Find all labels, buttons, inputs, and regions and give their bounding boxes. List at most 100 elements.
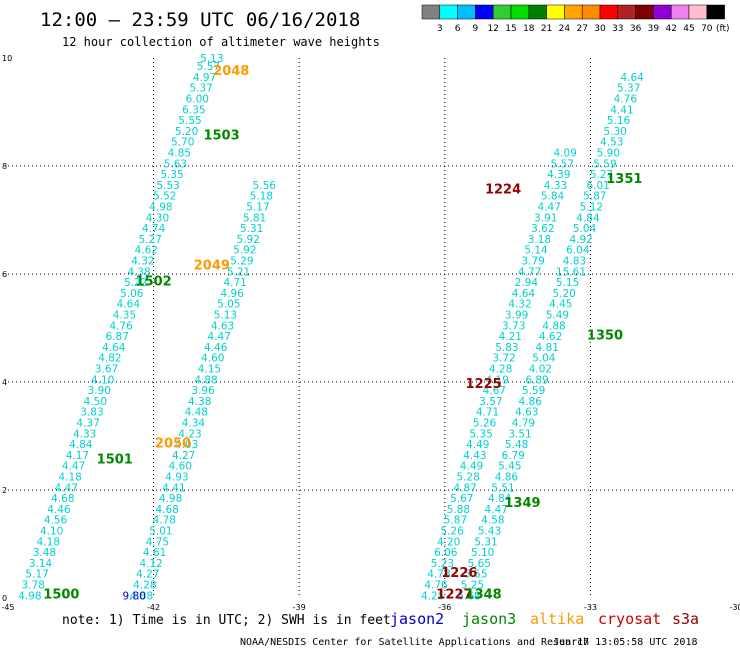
wave-height-value: 6.87 (106, 331, 129, 343)
wave-height-value: 4.71 (223, 277, 246, 289)
wave-height-value: 4.71 (476, 407, 499, 419)
track-label: 1225 (466, 377, 502, 392)
wave-height-value: 5.45 (498, 461, 521, 473)
colorbar-swatch (492, 4, 512, 20)
wave-height-value: 4.60 (201, 353, 224, 365)
wave-height-value: 4.78 (427, 569, 450, 581)
wave-height-value: 5.81 (243, 212, 266, 224)
colorbar-swatch (670, 4, 690, 20)
mission-legend-s3a: s3a (672, 610, 699, 628)
track-label: 1224 (485, 183, 521, 198)
wave-height-value: 3.67 (95, 364, 118, 376)
wave-height-value: 4.34 (182, 418, 206, 430)
wave-height-value: 5.52 (153, 191, 176, 203)
track-label: 1351 (606, 172, 642, 187)
wave-height-value: 5.65 (468, 558, 491, 570)
wave-height-value: 4.56 (44, 515, 68, 527)
colorbar-swatch (706, 4, 725, 20)
track-label: 1348 (466, 588, 502, 603)
wave-height-value: 5.13 (200, 53, 223, 65)
wave-height-value: 6.79 (502, 450, 525, 462)
colorbar-swatch (439, 4, 458, 20)
wave-height-value: 4.46 (47, 504, 71, 516)
wave-height-value: 4.18 (37, 536, 60, 548)
wave-height-value: 4.49 (460, 461, 483, 473)
colorbar-swatch (421, 4, 441, 20)
wave-height-value: 5.88 (447, 504, 470, 516)
wave-height-value: 4.38 (188, 396, 211, 408)
wave-height-value: 4.68 (51, 493, 74, 505)
track-label: 2048 (213, 64, 249, 79)
colorbar-swatch (653, 4, 672, 20)
mission-legend: jason2 jason3 altika cryosat s3a (390, 610, 699, 628)
wave-height-value: 5.35 (470, 428, 493, 440)
wave-height-value: 3.78 (22, 580, 45, 592)
x-tick-label: -33 (584, 603, 597, 612)
colorbar-swatch (599, 4, 619, 20)
wave-height-value: 5.31 (240, 223, 263, 235)
track-labels: 2048 1503 2049 1502 2050 1501 1500 1224 1351 1350… (43, 64, 642, 603)
wave-height-value: 4.10 (40, 526, 63, 538)
wave-height-value: 5.55 (464, 569, 487, 581)
wave-height-value: 4.03 (175, 439, 198, 451)
wave-height-value: 3.57 (479, 396, 502, 408)
mission-legend-jason2: jason2 (390, 610, 444, 628)
wave-height-value: 4.88 (130, 590, 153, 602)
wave-height-value: 5.70 (171, 137, 194, 149)
wave-height-value: 4.27 (172, 450, 195, 462)
wave-height-value: 4.93 (165, 472, 188, 484)
wave-height-value: 3.72 (492, 353, 515, 365)
wave-height-value: 3.51 (508, 428, 531, 440)
wave-height-value: 4.64 (512, 288, 536, 300)
wave-height-value: 4.43 (463, 450, 486, 462)
wave-height-value: 5.20 (552, 288, 575, 300)
wave-height-value: 5.13 (214, 310, 237, 322)
wave-height-value: 4.98 (159, 493, 182, 505)
wave-height-value: 4.10 (91, 374, 114, 386)
wave-height-value: 5.15 (556, 277, 579, 289)
colorbar-label: 42 (665, 24, 676, 34)
wave-height-value: 5.25 (461, 580, 484, 592)
wave-height-value: 3.62 (531, 223, 554, 235)
colorbar-label: 30 (594, 24, 606, 34)
mission-legend-jason3: jason3 (462, 610, 516, 628)
wave-height-value: 4.79 (512, 418, 535, 430)
colorbar-label: 3 (437, 24, 443, 34)
colorbar-label: 6 (455, 24, 461, 34)
footer-note: note: 1) Time is in UTC; 2) SWH is in fe… (62, 613, 391, 628)
color-scale-bar: 3 6 9 12 15 18 21 24 27 30 33 36 39 42 45 70 (ft) (421, 4, 730, 34)
wave-height-value: 5.67 (450, 493, 473, 505)
wave-height-value: 4.32 (508, 299, 531, 311)
wave-height-value: 5.35 (160, 169, 183, 181)
wave-height-value: 5.27 (139, 234, 162, 246)
wave-height-value: 4.98 (149, 202, 172, 214)
wave-height-value: 5.43 (478, 526, 501, 538)
wave-height-value: 5.29 (230, 256, 253, 268)
wave-height-value: 4.76 (614, 94, 638, 106)
wave-height-value: 6.00 (186, 94, 209, 106)
wave-height-value: 5.30 (603, 126, 626, 138)
y-tick-label: 2 (2, 486, 7, 495)
wave-height-value: 4.81 (536, 342, 559, 354)
wave-height-value: 4.77 (518, 266, 541, 278)
colorbar-label: 36 (630, 24, 642, 34)
wave-height-value: 4.47 (207, 331, 230, 343)
wave-height-value: 5.37 (189, 83, 212, 95)
wave-height-value: 4.09 (553, 148, 576, 160)
wave-height-value: 4.64 (620, 72, 644, 84)
wave-height-value: 4.62 (135, 245, 158, 257)
wave-height-value: 4.20 (437, 536, 460, 548)
x-tick-label: -36 (438, 603, 451, 612)
colorbar-label: 39 (648, 24, 660, 34)
wave-height-value: 6.89 (525, 374, 548, 386)
wave-height-value: 4.37 (76, 418, 99, 430)
x-tick-label: -30 (729, 603, 740, 612)
wave-height-value: 4.49 (466, 439, 489, 451)
wave-height-value: 15.61 (556, 266, 586, 278)
wave-height-value: 5.17 (25, 569, 48, 581)
wave-height-value: 4.86 (519, 396, 543, 408)
wave-height-value: 4.33 (544, 180, 567, 192)
wave-height-value: 4.47 (62, 461, 85, 473)
track-label: 1350 (587, 328, 623, 343)
y-tick-label: 4 (2, 378, 7, 387)
